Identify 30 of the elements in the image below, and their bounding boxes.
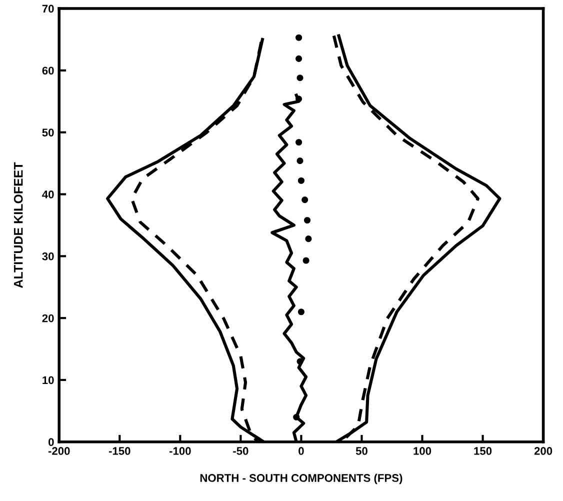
point — [298, 308, 304, 316]
x-axis-title: NORTH - SOUTH COMPONENTS (FPS) — [200, 474, 402, 484]
x-tick-label: -100 — [169, 447, 191, 455]
x-tick-label: -200 — [48, 447, 70, 455]
y-tick-label: 70 — [42, 4, 54, 13]
y-tick-label: 30 — [42, 252, 54, 260]
y-tick-label: 0 — [48, 438, 54, 446]
x-tick-label: 100 — [414, 447, 432, 455]
point — [304, 216, 311, 224]
x-tick-label: 200 — [534, 447, 552, 455]
y-tick-label: 20 — [42, 314, 54, 322]
x-tick-label: -150 — [108, 447, 130, 455]
y-tick-label: 40 — [42, 190, 54, 198]
y-tick-label: 10 — [42, 376, 54, 384]
x-tick-label: 150 — [474, 447, 492, 455]
point — [296, 158, 304, 164]
y-tick-label: 60 — [42, 66, 54, 75]
x-tick-label: 50 — [356, 447, 368, 455]
x-tick-label: -50 — [233, 447, 248, 455]
point — [295, 55, 302, 62]
point — [296, 74, 304, 82]
y-axis-title: ALTITUDE KILOFEET — [14, 162, 23, 288]
y-tick-label: 50 — [42, 128, 54, 136]
point — [298, 177, 304, 184]
point — [295, 34, 302, 41]
point — [305, 236, 312, 242]
point — [302, 257, 310, 264]
x-tick-label: 0 — [298, 447, 304, 455]
point — [295, 138, 302, 146]
point — [302, 196, 308, 204]
